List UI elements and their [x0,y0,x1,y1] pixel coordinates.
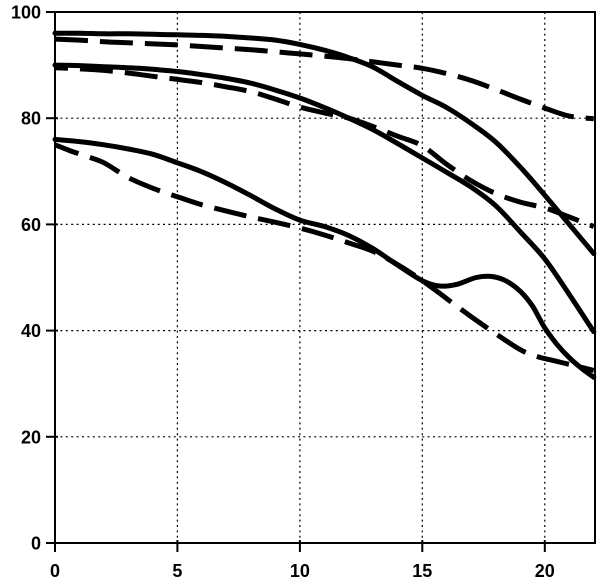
series-bottom-solid-curve [52,136,597,380]
x-tick-label: 0 [50,561,60,581]
y-tick-label: 0 [31,534,41,554]
x-tick-label: 15 [412,561,432,581]
y-tick-label: 40 [21,321,41,341]
series-bottom-dashed-curve [54,142,595,373]
series-middle-dashed-curve [54,65,595,229]
plot-frame [54,11,596,544]
series-top-solid-curve [52,30,597,257]
x-tick-label: 20 [535,561,555,581]
y-tick-label: 60 [21,215,41,235]
y-tick-label: 100 [11,3,41,23]
x-tick-label: 5 [172,561,182,581]
series-top-dashed-curve [54,36,595,122]
x-tick-label: 10 [290,561,310,581]
series-middle-solid-curve [52,62,597,335]
y-tick-label: 20 [21,427,41,447]
y-tick-label: 80 [21,109,41,129]
